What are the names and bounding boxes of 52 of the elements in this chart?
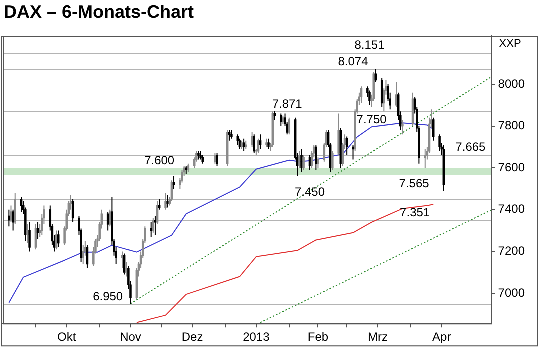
annotation: 7.600	[144, 153, 175, 168]
candlestick	[228, 130, 231, 142]
annotation: 7.871	[272, 96, 303, 111]
candlestick	[202, 155, 204, 164]
y-tick-label: 7600	[498, 160, 526, 174]
x-tick-label: Nov	[120, 330, 142, 344]
y-tick-label: 7200	[498, 244, 526, 258]
annotation: 6.950	[93, 289, 124, 304]
y-tick-label: 7400	[498, 202, 526, 216]
x-tick-label: 2013	[243, 330, 270, 344]
candlestick	[198, 150, 200, 160]
candlestick	[150, 222, 152, 238]
annotation: 7.450	[294, 184, 326, 199]
candlestick	[402, 120, 404, 136]
candlestick	[14, 192, 16, 226]
candlestick	[244, 140, 248, 150]
y-tick-label: 7000	[498, 286, 526, 300]
candlestick	[166, 194, 169, 208]
x-tick-label: Okt	[58, 330, 77, 344]
candlestick	[332, 150, 334, 171]
candlestick	[28, 222, 31, 252]
candlestick	[438, 134, 441, 152]
chart-title: DAX – 6-Monats-Chart	[4, 2, 194, 23]
candlestick	[216, 152, 218, 166]
candlestick	[317, 157, 320, 169]
candlestick	[185, 166, 188, 175]
candlestick	[164, 192, 167, 210]
candlestick	[230, 130, 233, 140]
candlestick	[82, 244, 84, 265]
candlestick	[368, 90, 371, 106]
candlestick	[300, 148, 303, 173]
annotation: 7.351	[400, 205, 430, 220]
candlestick	[253, 134, 256, 154]
y-tick-label: 8000	[498, 76, 526, 91]
annotation: 7.665	[456, 140, 486, 154]
y-tick-label: 7800	[498, 118, 526, 133]
candlestick	[424, 148, 427, 169]
annotation: 7.750	[356, 112, 388, 126]
candlestick	[302, 155, 305, 171]
annotation: 8.074	[338, 54, 369, 68]
candlestick	[58, 230, 60, 248]
candlestick	[338, 113, 340, 156]
candlestick	[315, 144, 318, 171]
x-tick-label: Dez	[182, 330, 204, 344]
candlestick	[200, 150, 202, 160]
annotation: 8.151	[354, 38, 386, 52]
x-tick-label: Apr	[432, 330, 452, 344]
candlestick	[268, 138, 270, 150]
x-tick-label: Feb	[308, 330, 329, 344]
y-axis-title: XXP	[499, 38, 522, 50]
band-label: 7.565	[399, 176, 430, 191]
x-tick-label: Mrz	[368, 330, 388, 344]
